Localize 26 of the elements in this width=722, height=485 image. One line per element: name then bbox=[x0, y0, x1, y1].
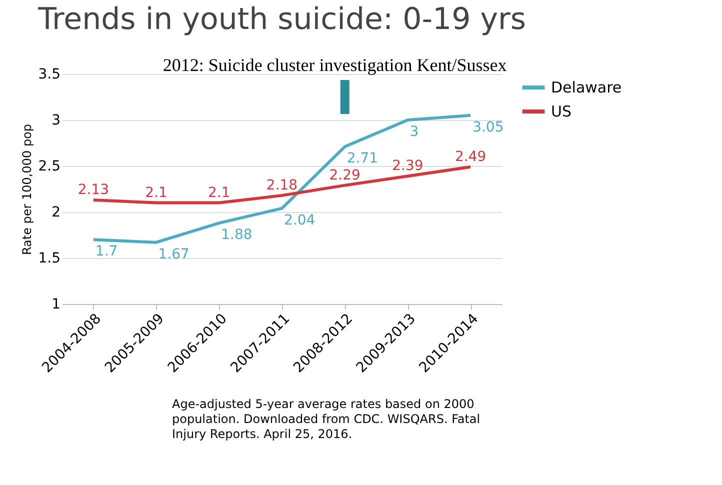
text: Age-adjusted 5-year average rates based on 2000 population. Downloaded from CDC. WISQARS. Fatal Injury Reports. April 25, 2016. bbox=[172, 397, 480, 441]
y-tick-label: 2.5 bbox=[38, 158, 60, 174]
legend-label: Delaware bbox=[551, 78, 622, 96]
data-label: 1.67 bbox=[158, 246, 190, 262]
data-label: 2.18 bbox=[266, 177, 298, 194]
chart-title: Trends in youth suicide: 0-19 yrs bbox=[37, 2, 526, 37]
data-label: 2.49 bbox=[454, 148, 486, 165]
data-label: 2.29 bbox=[329, 167, 360, 184]
data-label: 3.05 bbox=[472, 119, 504, 136]
y-tick-label: 3 bbox=[52, 112, 60, 128]
y-axis-title: Rate per 100,000 pop bbox=[20, 124, 34, 256]
y-tick-label: 2 bbox=[52, 204, 60, 220]
data-label: 1.88 bbox=[221, 227, 252, 244]
data-label: 2.13 bbox=[78, 182, 110, 198]
data-label: 2.71 bbox=[346, 150, 378, 167]
data-label: 2.1 bbox=[208, 184, 230, 201]
y-tick-label: 1.5 bbox=[38, 250, 60, 266]
data-label: 2.39 bbox=[392, 158, 424, 174]
data-label: 1.7 bbox=[95, 244, 118, 260]
data-label: 3 bbox=[410, 124, 419, 140]
legend-label: US bbox=[551, 102, 572, 120]
y-tick-label: 3.5 bbox=[38, 66, 60, 82]
data-label: 2.04 bbox=[284, 212, 316, 228]
y-tick-label: 1 bbox=[52, 296, 60, 312]
annotation: 2012: Suicide cluster investigation Kent/Sussex bbox=[162, 55, 507, 75]
data-label: 2.1 bbox=[145, 184, 168, 201]
